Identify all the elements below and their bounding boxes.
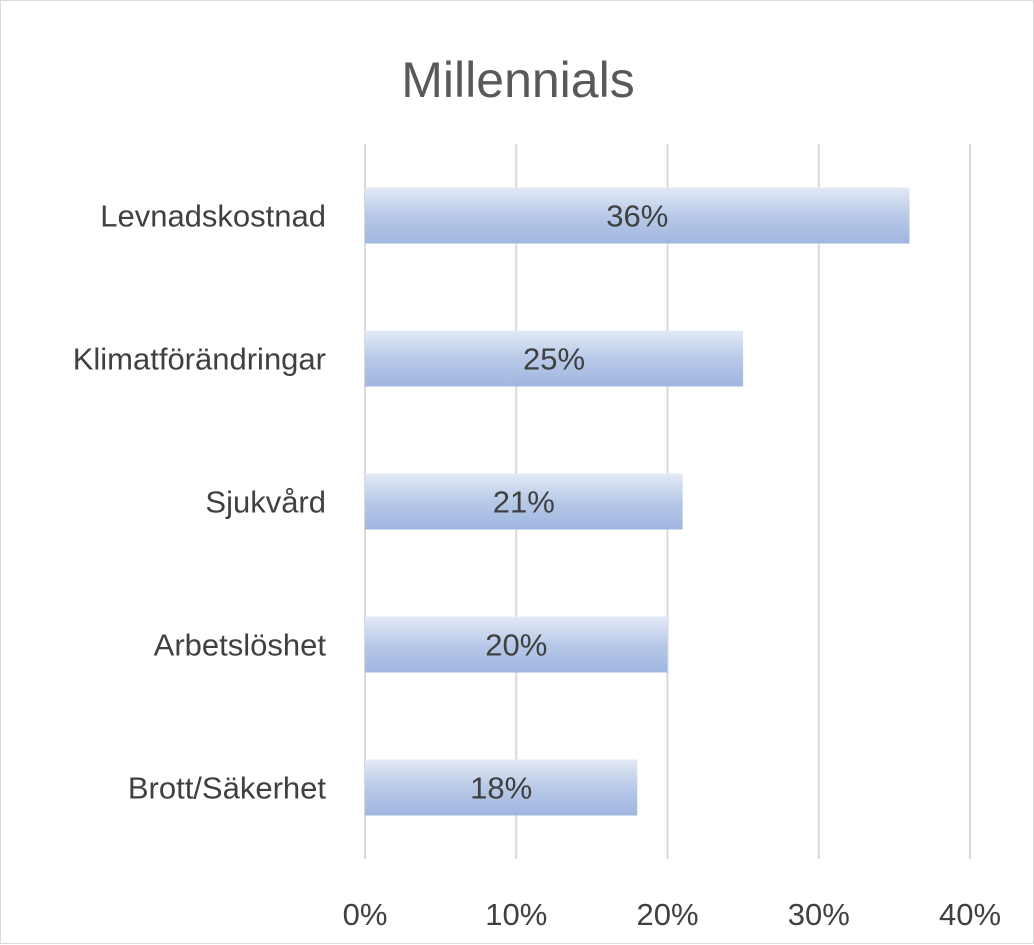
data-label: 36% <box>606 199 668 234</box>
bar <box>365 616 668 673</box>
data-label: 25% <box>523 342 585 377</box>
category-label: Sjukvård <box>205 485 326 520</box>
x-tick-label: 20% <box>636 897 698 932</box>
x-tick-labels: 0% 10% 20% 30% 40% <box>343 897 1001 932</box>
category-label: Brott/Säkerhet <box>128 771 327 806</box>
bar <box>365 330 744 387</box>
data-label: 21% <box>493 485 555 520</box>
x-tick-label: 0% <box>343 897 388 932</box>
category-label: Levnadskostnad <box>100 199 326 234</box>
data-label: 20% <box>485 628 547 663</box>
bar <box>365 759 638 816</box>
category-label: Arbetslöshet <box>154 628 327 663</box>
data-label: 18% <box>470 771 532 806</box>
category-labels: Levnadskostnad Klimatförändringar Sjukvård… <box>73 199 327 806</box>
x-tick-label: 10% <box>485 897 547 932</box>
bar <box>365 473 683 530</box>
x-tick-label: 30% <box>788 897 850 932</box>
category-label: Klimatförändringar <box>73 342 326 377</box>
data-labels: 36% 25% 21% 20% 18% <box>470 199 668 806</box>
bars <box>365 187 910 816</box>
chart-title: Millennials <box>401 52 634 108</box>
x-tick-label: 40% <box>939 897 1001 932</box>
bar <box>365 187 910 244</box>
